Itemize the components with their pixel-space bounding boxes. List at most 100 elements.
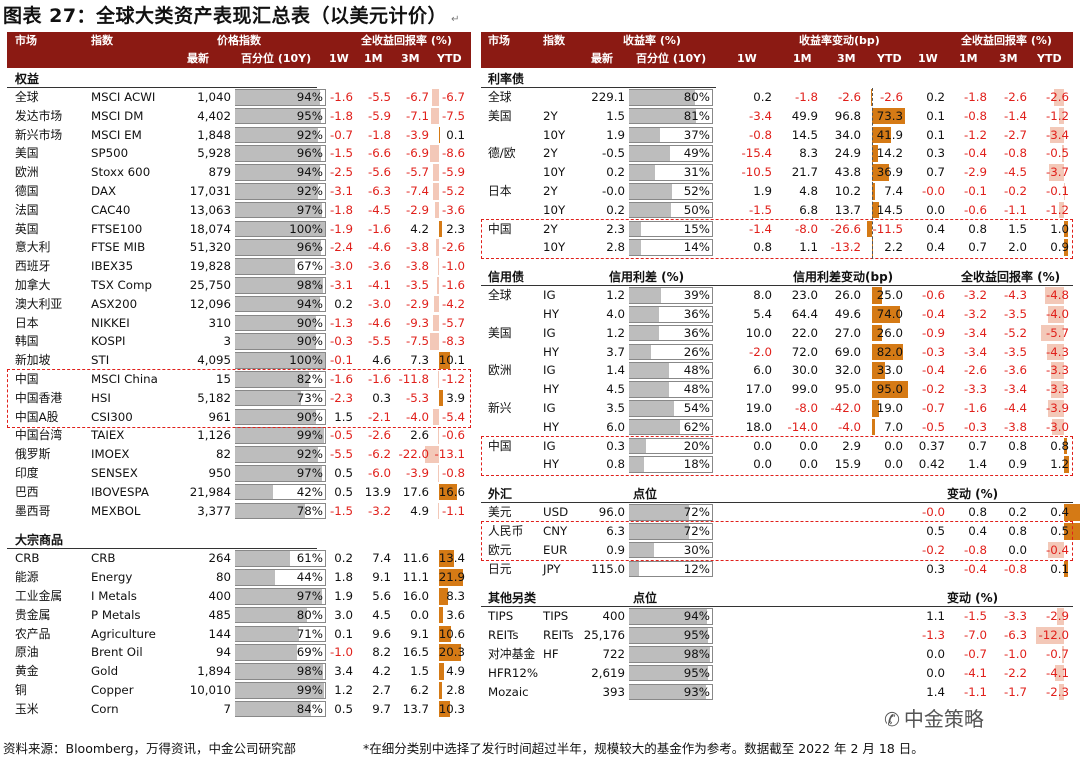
ret-ytd-bar <box>1036 627 1064 644</box>
return-3m: -2.6 <box>1003 90 1027 104</box>
return-1w: 0.5 <box>334 701 353 716</box>
percentile-label: 98% <box>296 277 323 292</box>
return-1w: -1.8 <box>329 108 353 123</box>
percentile-bar: 50% <box>629 201 713 219</box>
return-1m: 0.7 <box>968 438 987 453</box>
market-name: 日本 <box>15 315 39 330</box>
percentile-label: 15% <box>683 221 710 236</box>
percentile-label: 90% <box>296 334 323 349</box>
index-name: TAIEX <box>91 428 125 443</box>
return-3m: -3.6 <box>1003 363 1027 378</box>
latest-value: 264 <box>208 551 231 566</box>
change-ytd: 82.0 <box>876 344 903 359</box>
return-1w: -0.5 <box>921 419 945 434</box>
return-ytd: -0.6 <box>441 428 465 443</box>
latest-value: 51,320 <box>189 240 231 255</box>
percentile-label: 36% <box>683 306 710 321</box>
ret-ytd-bar <box>1058 683 1064 701</box>
change-1w: 1.1 <box>926 609 945 624</box>
latest-value: 1.2 <box>606 325 625 340</box>
latest-value: 1.4 <box>606 363 625 378</box>
return-1m: -3.2 <box>963 288 987 303</box>
market-name: 发达市场 <box>15 108 63 123</box>
ytd-bar <box>432 314 439 332</box>
index-name: MSCI EM <box>91 127 142 142</box>
return-1m: 0.8 <box>968 221 987 236</box>
percentile-label: 80% <box>296 607 323 622</box>
return-3m: -3.5 <box>1003 306 1027 321</box>
latest-value: 0.2 <box>606 165 625 180</box>
latest-value: 4,402 <box>197 108 231 123</box>
col-1m: 1M <box>364 52 383 65</box>
percentile-fill <box>235 90 320 105</box>
table-row: HFR12% 2,619 95% 0.0 -4.1 -2.2 -4.1 <box>481 664 1073 683</box>
return-1m: -0.1 <box>963 183 987 198</box>
percentile-fill <box>235 626 299 642</box>
latest-value: 115.0 <box>591 561 625 576</box>
percentile-label: 37% <box>683 127 710 142</box>
market-name: 全球 <box>488 288 512 303</box>
return-ytd: -3.3 <box>1045 382 1069 397</box>
return-1w: 1.2 <box>334 682 353 697</box>
change-3m: 32.0 <box>834 363 861 378</box>
return-1m: -3.4 <box>963 325 987 340</box>
percentile-label: 71% <box>296 626 323 641</box>
return-1w: 1.5 <box>334 409 353 424</box>
return-1m: 9.6 <box>372 626 391 641</box>
percentile-label: 100% <box>289 221 323 236</box>
return-ytd: -5.9 <box>441 165 465 180</box>
change-3m: 43.8 <box>834 165 861 180</box>
latest-value: 96.0 <box>598 505 625 520</box>
return-3m: -4.5 <box>1003 165 1027 180</box>
market-name: 玉米 <box>15 701 39 716</box>
change-1m: 0.0 <box>799 438 818 453</box>
return-1m: -4.5 <box>367 202 391 217</box>
percentile-bar: 42% <box>235 483 326 501</box>
percentile-bar: 39% <box>629 287 713 304</box>
latest-value: 21,984 <box>189 484 231 499</box>
ytd-bar <box>439 700 451 718</box>
table-row: 黄金 Gold 1,894 98% 3.4 4.2 1.5 4.9 <box>7 662 471 681</box>
return-ytd: 0.9 <box>1050 240 1069 255</box>
table-row: 日本 2Y -0.0 52% 1.9 4.8 10.2 7.4 -0.0 -0.1 -0.2 -0.1 <box>481 182 1073 201</box>
ret-ytd-bar <box>1062 145 1064 162</box>
change-1w: 0.0 <box>753 438 772 453</box>
return-1w: -0.0 <box>921 183 945 198</box>
col-3m: 3M <box>401 52 420 65</box>
percentile-fill <box>629 561 639 577</box>
return-1w: -0.4 <box>921 363 945 378</box>
percentile-bar: 94% <box>235 295 326 313</box>
right-table-header: 市场 指数 收益率 (%) 收益率变动(bp) 全收益回报率 (%) 最新 百分… <box>481 32 1073 68</box>
change-1w: -1.5 <box>748 202 772 217</box>
return-ytd: -4.2 <box>441 296 465 311</box>
change-1m: -0.4 <box>963 561 987 576</box>
percentile-bar: 71% <box>235 625 326 643</box>
index-name: Brent Oil <box>91 645 143 660</box>
change-3m: 24.9 <box>834 146 861 161</box>
return-1w: -0.2 <box>921 382 945 397</box>
latest-value: 3 <box>223 334 231 349</box>
percentile-label: 48% <box>683 382 710 397</box>
return-3m: 9.1 <box>410 626 429 641</box>
return-3m: -7.5 <box>405 334 429 349</box>
latest-value: 2.3 <box>606 221 625 236</box>
market-name: 中国 <box>488 438 512 453</box>
return-3m: 11.1 <box>402 570 429 585</box>
return-1m: 8.2 <box>372 645 391 660</box>
percentile-fill <box>235 108 321 124</box>
latest-value: 1,040 <box>197 90 231 104</box>
change-1w: -15.4 <box>741 146 772 161</box>
return-1m: -0.6 <box>963 202 987 217</box>
table-row: 印度 SENSEX 950 97% 0.5 -6.0 -3.9 -0.8 <box>7 464 471 483</box>
return-3m: -1.4 <box>1003 108 1027 123</box>
latest-value: 3.7 <box>606 344 625 359</box>
return-1m: -3.6 <box>367 259 391 274</box>
percentile-label: 94% <box>296 296 323 311</box>
return-3m: -6.7 <box>405 90 429 104</box>
latest-value: 17,031 <box>189 183 231 198</box>
percentile-label: 30% <box>683 542 710 557</box>
change-1w: 0.8 <box>753 240 772 255</box>
index-name: 10Y <box>543 127 566 142</box>
return-ytd: -5.7 <box>441 315 465 330</box>
percentile-fill <box>629 90 696 105</box>
